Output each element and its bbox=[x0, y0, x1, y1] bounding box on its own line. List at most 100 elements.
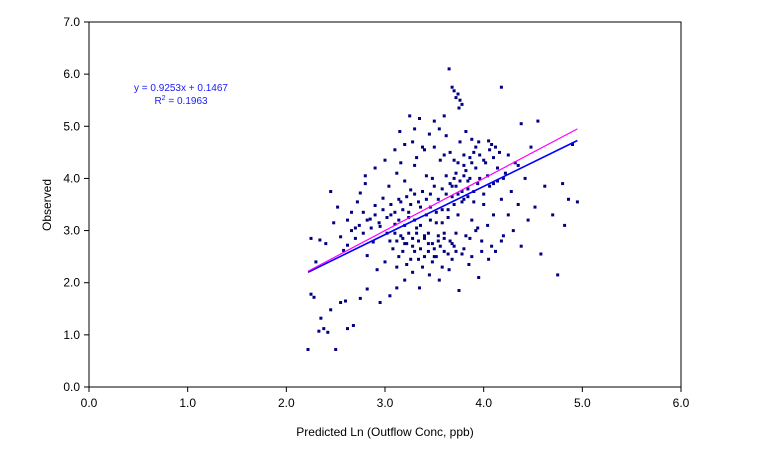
data-point bbox=[452, 244, 456, 248]
data-point bbox=[408, 114, 412, 118]
x-tick-label: 1.0 bbox=[179, 396, 196, 410]
data-point bbox=[499, 85, 503, 89]
data-point bbox=[430, 242, 434, 246]
data-point bbox=[336, 205, 340, 209]
x-tick-label: 5.0 bbox=[574, 396, 591, 410]
data-point bbox=[432, 247, 436, 251]
data-point bbox=[395, 286, 399, 290]
data-point bbox=[417, 200, 420, 204]
data-point bbox=[470, 137, 474, 141]
data-point bbox=[434, 255, 438, 259]
data-point bbox=[567, 197, 570, 201]
x-axis-title: Predicted Ln (Outflow Conc, ppb) bbox=[296, 425, 473, 439]
data-point bbox=[353, 226, 357, 230]
data-point bbox=[472, 150, 476, 154]
data-point bbox=[442, 114, 446, 118]
data-point bbox=[378, 224, 382, 228]
data-point bbox=[399, 161, 403, 165]
data-point bbox=[346, 327, 349, 331]
r-squared-exponent: 2 bbox=[162, 95, 166, 102]
data-point bbox=[480, 239, 484, 243]
data-point bbox=[434, 210, 438, 214]
data-point bbox=[454, 96, 458, 100]
data-point bbox=[523, 176, 527, 180]
data-point bbox=[411, 236, 415, 240]
r-squared-label: R bbox=[154, 96, 161, 107]
data-point bbox=[494, 249, 497, 253]
data-point bbox=[509, 190, 513, 193]
data-point bbox=[494, 145, 497, 149]
data-point bbox=[446, 216, 450, 219]
data-point bbox=[312, 295, 316, 299]
data-point bbox=[444, 134, 448, 138]
data-point bbox=[571, 143, 574, 146]
y-tick-label: 6.0 bbox=[63, 67, 80, 81]
data-point bbox=[432, 145, 436, 149]
data-point bbox=[432, 184, 436, 188]
data-point bbox=[391, 247, 395, 251]
data-point bbox=[405, 242, 409, 246]
data-point bbox=[470, 255, 474, 259]
data-point bbox=[399, 234, 403, 238]
data-point bbox=[409, 203, 413, 206]
data-point bbox=[438, 158, 442, 162]
data-point bbox=[442, 231, 446, 235]
data-point bbox=[466, 179, 470, 183]
data-point bbox=[440, 221, 444, 225]
data-point bbox=[452, 158, 456, 162]
data-point bbox=[529, 145, 533, 149]
data-point bbox=[519, 244, 523, 248]
data-point bbox=[426, 249, 430, 253]
data-point bbox=[421, 190, 424, 193]
data-point bbox=[482, 192, 486, 196]
data-point bbox=[442, 249, 446, 253]
data-point bbox=[322, 327, 326, 331]
data-point bbox=[476, 226, 480, 230]
data-point bbox=[456, 192, 460, 196]
data-point bbox=[389, 213, 393, 217]
data-point bbox=[533, 205, 537, 209]
data-point bbox=[442, 236, 446, 240]
data-point bbox=[474, 166, 478, 170]
data-point bbox=[427, 132, 431, 136]
data-point bbox=[421, 145, 424, 149]
data-point bbox=[427, 273, 431, 277]
data-point bbox=[506, 213, 510, 217]
data-point bbox=[450, 195, 454, 199]
data-point bbox=[482, 203, 486, 206]
data-point bbox=[454, 171, 458, 175]
data-point bbox=[407, 231, 411, 235]
data-point bbox=[503, 171, 507, 175]
data-point bbox=[418, 117, 421, 120]
data-point bbox=[411, 270, 415, 274]
data-point bbox=[474, 145, 478, 149]
data-point bbox=[462, 174, 466, 178]
data-point bbox=[411, 244, 415, 248]
data-point bbox=[499, 239, 503, 243]
data-point bbox=[428, 192, 432, 196]
data-point bbox=[385, 216, 389, 219]
data-point bbox=[342, 248, 346, 252]
data-point bbox=[405, 263, 409, 266]
data-point bbox=[309, 292, 313, 296]
data-point bbox=[365, 254, 369, 258]
data-point bbox=[324, 242, 328, 246]
data-point bbox=[470, 161, 474, 165]
data-point bbox=[329, 190, 333, 193]
data-points bbox=[306, 67, 579, 351]
data-point bbox=[506, 153, 510, 157]
data-point bbox=[462, 153, 466, 157]
data-point bbox=[395, 239, 399, 243]
data-point bbox=[452, 176, 456, 180]
data-point bbox=[383, 260, 387, 264]
data-point bbox=[457, 106, 461, 110]
data-point bbox=[458, 140, 462, 144]
data-point bbox=[460, 200, 464, 204]
data-point bbox=[440, 208, 444, 212]
data-point bbox=[490, 143, 494, 146]
data-point bbox=[399, 200, 403, 204]
data-point bbox=[387, 184, 391, 188]
data-point bbox=[419, 247, 422, 251]
data-point bbox=[437, 127, 441, 131]
